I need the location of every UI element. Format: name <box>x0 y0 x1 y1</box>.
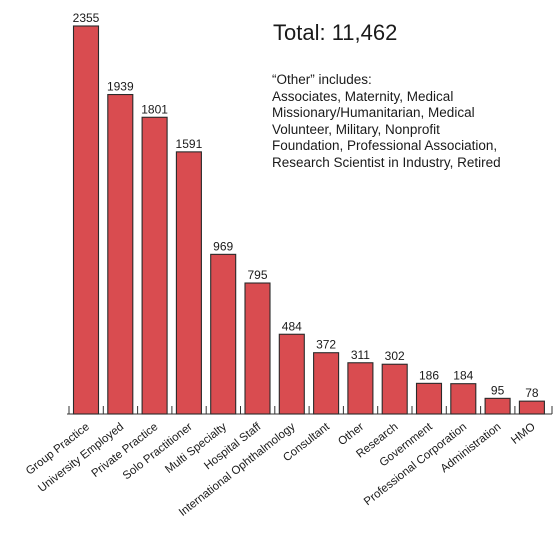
bars <box>72 25 545 415</box>
other-note: “Other” includes: Associates, Maternity,… <box>272 72 501 171</box>
note-line: Research Scientist in Industry, Retired <box>272 154 501 170</box>
bar <box>244 282 271 415</box>
x-axis <box>67 406 553 415</box>
bar <box>175 151 202 415</box>
bar <box>72 25 100 415</box>
category-label: HMO <box>509 421 538 447</box>
data-label: 969 <box>213 239 233 253</box>
data-label: 78 <box>525 386 539 400</box>
total-annotation: Total: 11,462 <box>273 20 398 45</box>
category-label: Administration <box>439 421 504 475</box>
data-label: 372 <box>316 338 336 352</box>
data-label: 484 <box>282 319 302 333</box>
bar <box>278 333 305 415</box>
bar <box>210 253 237 415</box>
data-label: 2355 <box>73 11 100 25</box>
bar <box>415 382 443 415</box>
data-labels: 2355 1939 1801 1591 969 795 484 372 311 302 186 184… <box>73 11 539 400</box>
data-label: 184 <box>453 369 473 383</box>
note-line: Volunteer, Military, Nonprofit <box>272 121 440 137</box>
bar <box>518 400 545 415</box>
bar <box>313 352 340 415</box>
data-label: 95 <box>491 383 505 397</box>
data-label: 795 <box>247 268 267 282</box>
note-line: Missionary/Humanitarian, Medical <box>272 105 475 120</box>
bar <box>381 363 408 415</box>
data-label: 1591 <box>176 137 203 151</box>
bar <box>450 383 477 415</box>
note-line: “Other” includes: <box>272 72 372 87</box>
note-line: Foundation, Professional Association, <box>272 138 498 153</box>
data-label: 1939 <box>107 80 134 94</box>
bar <box>347 362 374 415</box>
data-label: 302 <box>385 349 405 363</box>
data-label: 311 <box>351 348 370 362</box>
bar <box>484 397 511 415</box>
data-label: 186 <box>419 368 439 382</box>
bar <box>107 93 134 415</box>
note-line: Associates, Maternity, Medical <box>272 88 454 104</box>
category-label: Other <box>336 421 366 448</box>
data-label: 1801 <box>141 102 168 116</box>
bar <box>141 116 168 415</box>
